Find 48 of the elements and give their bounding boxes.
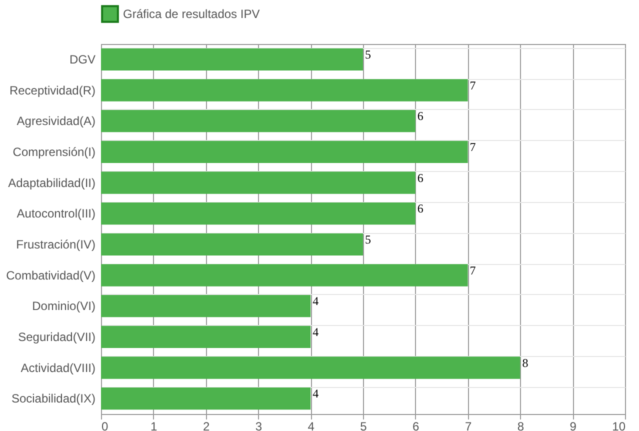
x-tick-label: 2 bbox=[202, 420, 210, 431]
x-tick-label: 6 bbox=[412, 420, 420, 431]
y-tick-label: Combatividad(V) bbox=[6, 268, 96, 282]
data-label: 7 bbox=[470, 78, 476, 92]
bar bbox=[101, 110, 416, 132]
bar bbox=[101, 79, 468, 102]
bar bbox=[101, 233, 363, 256]
y-tick-label: Frustración(IV) bbox=[16, 237, 96, 252]
y-tick-label: Comprensión(I) bbox=[12, 144, 96, 159]
data-label: 6 bbox=[417, 109, 424, 124]
bar bbox=[101, 172, 416, 194]
x-tick-label: 0 bbox=[102, 420, 108, 431]
bar bbox=[101, 326, 311, 348]
y-tick-label: Actividad(VIII) bbox=[20, 360, 96, 375]
data-label: 4 bbox=[312, 386, 319, 401]
y-tick-label: Agresividad(A) bbox=[16, 114, 96, 128]
x-tick-label: 8 bbox=[517, 420, 524, 431]
data-label: 7 bbox=[470, 140, 476, 154]
bar bbox=[101, 140, 468, 164]
y-tick-label: Sociabilidad(IX) bbox=[11, 392, 96, 406]
y-tick-label: DGV bbox=[69, 52, 96, 66]
x-tick-label: 3 bbox=[255, 420, 262, 431]
data-label: 7 bbox=[470, 263, 476, 278]
data-label: 4 bbox=[312, 324, 319, 339]
bar bbox=[101, 48, 363, 71]
data-label: 6 bbox=[417, 170, 424, 185]
data-label: 8 bbox=[522, 356, 528, 370]
bar bbox=[101, 387, 311, 410]
data-label: 5 bbox=[365, 232, 371, 246]
x-tick-label: 5 bbox=[360, 420, 368, 431]
y-tick-label: Dominio(VI) bbox=[32, 299, 96, 314]
x-tick-label: 10 bbox=[612, 420, 626, 431]
data-label: 5 bbox=[365, 47, 371, 62]
bar bbox=[101, 202, 416, 225]
data-label: 4 bbox=[312, 294, 319, 308]
x-tick-label: 7 bbox=[464, 420, 472, 431]
x-tick-label: 4 bbox=[308, 420, 315, 431]
data-label: 6 bbox=[417, 202, 424, 216]
y-tick-label: Seguridad(VII) bbox=[18, 330, 96, 344]
bar bbox=[101, 264, 468, 286]
bar bbox=[101, 356, 520, 379]
legend-label: Gráfica de resultados IPV bbox=[123, 7, 260, 21]
x-tick-label: 1 bbox=[150, 420, 158, 431]
x-tick-label: 9 bbox=[570, 420, 577, 431]
y-tick-label: Autocontrol(III) bbox=[16, 206, 96, 221]
bar bbox=[101, 294, 311, 318]
y-tick-label: Adaptabilidad(II) bbox=[8, 176, 96, 190]
y-tick-label: Receptividad(R) bbox=[9, 83, 96, 98]
